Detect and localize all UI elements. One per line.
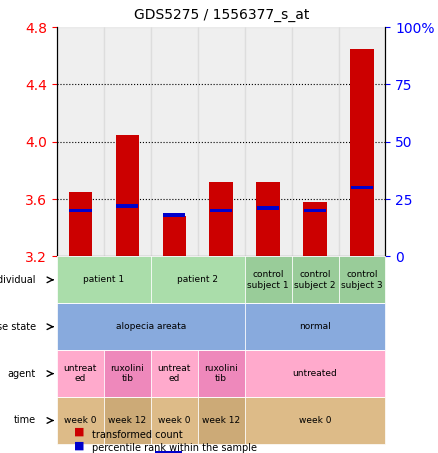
- Bar: [198, 27, 245, 256]
- Text: time: time: [14, 415, 36, 425]
- Bar: [257, 207, 279, 210]
- Text: ruxolini
tib: ruxolini tib: [204, 364, 238, 383]
- FancyBboxPatch shape: [57, 397, 104, 444]
- Bar: [162, 216, 186, 256]
- FancyBboxPatch shape: [339, 256, 385, 304]
- Text: control
subject 3: control subject 3: [341, 270, 383, 289]
- Text: week 12: week 12: [108, 416, 146, 425]
- Bar: [155, 452, 182, 453]
- Bar: [209, 182, 233, 256]
- Bar: [104, 27, 151, 256]
- Text: control
subject 1: control subject 1: [247, 270, 289, 289]
- Bar: [245, 27, 292, 256]
- FancyBboxPatch shape: [292, 256, 339, 304]
- Text: individual: individual: [0, 275, 36, 285]
- Text: week 0: week 0: [158, 416, 191, 425]
- Text: normal: normal: [299, 322, 331, 331]
- FancyBboxPatch shape: [245, 350, 385, 397]
- Title: GDS5275 / 1556377_s_at: GDS5275 / 1556377_s_at: [134, 8, 309, 22]
- Text: week 0: week 0: [299, 416, 331, 425]
- Text: ■: ■: [74, 440, 85, 450]
- FancyBboxPatch shape: [57, 304, 245, 350]
- Bar: [116, 204, 138, 208]
- Text: ruxolini
tib: ruxolini tib: [110, 364, 144, 383]
- Text: week 12: week 12: [202, 416, 240, 425]
- Text: untreat
ed: untreat ed: [158, 364, 191, 383]
- FancyBboxPatch shape: [104, 397, 151, 444]
- Text: disease state: disease state: [0, 322, 36, 332]
- Text: week 0: week 0: [64, 416, 97, 425]
- Text: untreated: untreated: [293, 369, 337, 378]
- Text: agent: agent: [7, 369, 36, 379]
- FancyBboxPatch shape: [151, 350, 198, 397]
- FancyBboxPatch shape: [245, 304, 385, 350]
- FancyBboxPatch shape: [245, 256, 292, 304]
- Bar: [210, 209, 232, 212]
- Bar: [292, 27, 339, 256]
- FancyBboxPatch shape: [57, 256, 151, 304]
- Bar: [116, 135, 139, 256]
- Bar: [339, 27, 385, 256]
- Text: control
subject 2: control subject 2: [294, 270, 336, 289]
- Bar: [69, 209, 92, 212]
- FancyBboxPatch shape: [151, 256, 245, 304]
- Text: ■: ■: [74, 427, 85, 437]
- FancyBboxPatch shape: [151, 397, 198, 444]
- Text: alopecia areata: alopecia areata: [116, 322, 186, 331]
- Text: untreat
ed: untreat ed: [64, 364, 97, 383]
- FancyBboxPatch shape: [57, 350, 104, 397]
- Text: percentile rank within the sample: percentile rank within the sample: [92, 443, 257, 453]
- FancyBboxPatch shape: [198, 397, 245, 444]
- FancyBboxPatch shape: [245, 397, 385, 444]
- Bar: [155, 452, 182, 453]
- Bar: [350, 48, 374, 256]
- Bar: [57, 27, 104, 256]
- Text: transformed count: transformed count: [92, 430, 183, 440]
- Bar: [69, 192, 92, 256]
- Text: patient 2: patient 2: [177, 275, 218, 284]
- FancyBboxPatch shape: [104, 350, 151, 397]
- FancyBboxPatch shape: [198, 350, 245, 397]
- Bar: [304, 209, 326, 212]
- Text: patient 1: patient 1: [83, 275, 124, 284]
- Bar: [256, 182, 280, 256]
- Bar: [151, 27, 198, 256]
- Bar: [303, 202, 327, 256]
- Bar: [163, 213, 185, 217]
- Bar: [351, 186, 373, 189]
